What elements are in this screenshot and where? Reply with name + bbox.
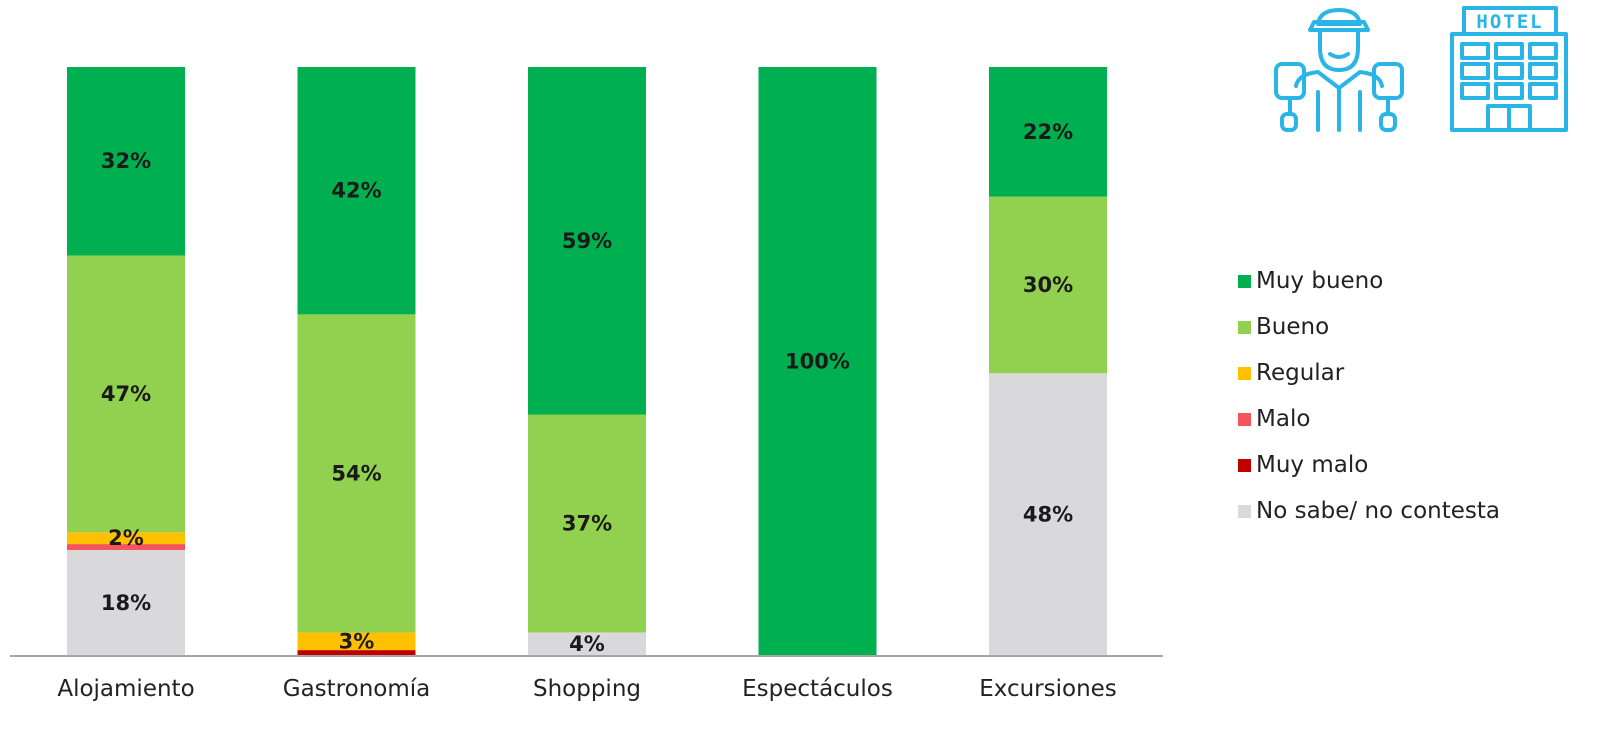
category-label-3: Espectáculos xyxy=(742,676,893,702)
bar-segment-4-5 xyxy=(989,67,1107,197)
legend-label: Muy bueno xyxy=(1256,268,1384,294)
bar-segment-0-5 xyxy=(67,67,185,256)
data-label-1-5: 42% xyxy=(331,179,381,203)
data-label-2-4: 37% xyxy=(562,511,612,535)
stacked-bar-chart: 18% 2% 47% 32% 3% 54% 42% 4% 37% 59% 100% 48% 30% 22%… xyxy=(10,67,1163,702)
data-label-0-4: 47% xyxy=(101,382,151,406)
legend-label: Bueno xyxy=(1256,314,1330,340)
legend-item-1: Bueno xyxy=(1238,304,1500,350)
category-label-2: Shopping xyxy=(533,676,641,702)
data-label-1-3: 3% xyxy=(339,629,375,653)
legend-swatch xyxy=(1238,320,1251,334)
bar-segment-1-1 xyxy=(297,650,416,656)
legend-swatch xyxy=(1238,274,1251,288)
bar-segment-0-2 xyxy=(67,544,185,550)
data-label-4-4: 30% xyxy=(1023,273,1073,297)
category-label-1: Gastronomía xyxy=(283,676,430,702)
bar-segment-1-5 xyxy=(297,67,416,315)
legend-item-3: Malo xyxy=(1238,396,1500,442)
bar-segment-1-4 xyxy=(297,314,416,633)
data-label-4-5: 22% xyxy=(1023,120,1073,144)
bar-segment-0-4 xyxy=(67,255,185,533)
bar-segment-4-4 xyxy=(989,196,1107,374)
bar-segment-3-5 xyxy=(758,67,877,656)
data-label-0-0: 18% xyxy=(101,591,151,615)
legend-label: Muy malo xyxy=(1256,452,1369,478)
category-labels-group: Alojamiento Gastronomía Shopping Espectácul… xyxy=(57,676,1116,702)
data-label-3-5: 100% xyxy=(785,350,850,374)
bar-segment-0-3 xyxy=(67,532,185,545)
bar-segment-2-4 xyxy=(528,414,646,633)
bar-segment-2-0 xyxy=(528,632,646,656)
legend-swatch xyxy=(1238,504,1251,518)
legend-item-5: No sabe/ no contesta xyxy=(1238,488,1500,534)
data-label-1-4: 54% xyxy=(331,461,381,485)
data-label-0-3: 2% xyxy=(108,526,144,550)
category-label-0: Alojamiento xyxy=(57,676,194,702)
bar-segment-1-3 xyxy=(297,632,416,651)
bar-segment-2-5 xyxy=(528,67,646,415)
legend-label: Regular xyxy=(1256,360,1345,386)
legend: Muy bueno Bueno Regular Malo Muy malo No sabe… xyxy=(1238,258,1500,534)
legend-item-2: Regular xyxy=(1238,350,1500,396)
legend-item-4: Muy malo xyxy=(1238,442,1500,488)
data-label-2-5: 59% xyxy=(562,229,612,253)
category-label-4: Excursiones xyxy=(979,676,1117,702)
bar-segment-4-0 xyxy=(989,373,1107,656)
data-label-2-0: 4% xyxy=(569,632,605,656)
hotel-sign-text: HOTEL xyxy=(1476,11,1543,33)
bar-segment-0-0 xyxy=(67,549,185,656)
legend-label: No sabe/ no contesta xyxy=(1256,498,1500,524)
tourist-icon xyxy=(1274,8,1404,132)
hotel-icon: HOTEL xyxy=(1450,6,1568,132)
legend-swatch xyxy=(1238,458,1251,472)
bars-group xyxy=(67,67,1107,656)
data-label-0-5: 32% xyxy=(101,149,151,173)
data-label-4-0: 48% xyxy=(1023,503,1073,527)
legend-swatch xyxy=(1238,366,1251,380)
legend-item-0: Muy bueno xyxy=(1238,258,1500,304)
legend-label: Malo xyxy=(1256,406,1311,432)
legend-swatch xyxy=(1238,412,1251,426)
data-labels-group: 18% 2% 47% 32% 3% 54% 42% 4% 37% 59% 100% 48% 30% 22% xyxy=(101,120,1073,656)
